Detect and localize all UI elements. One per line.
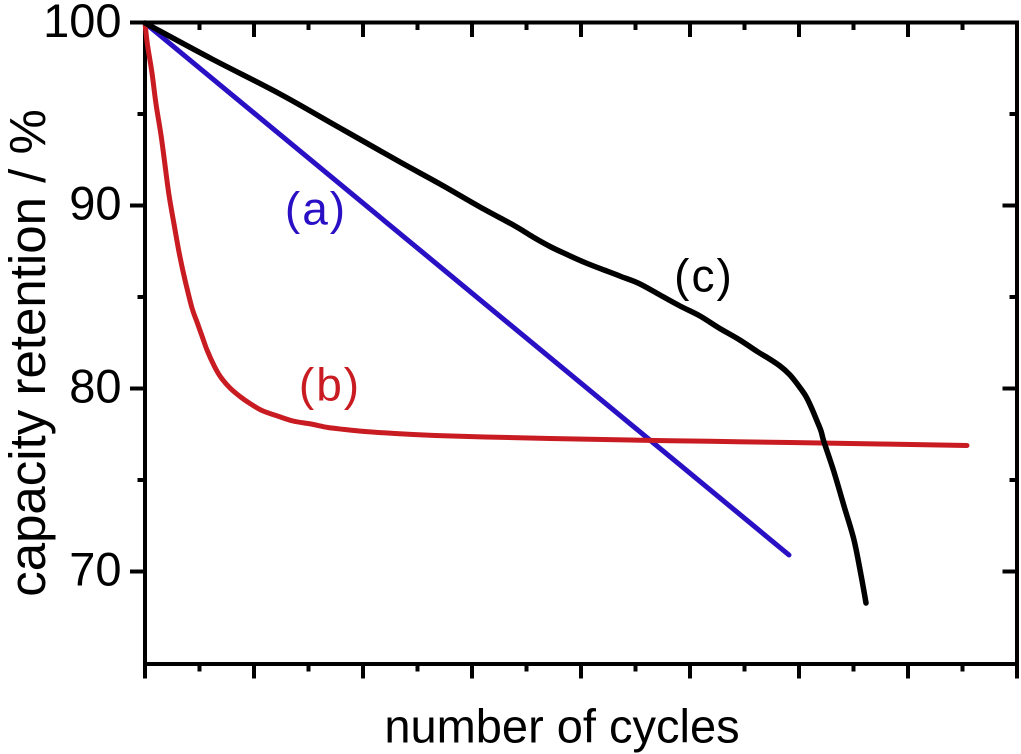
svg-text:70: 70 <box>69 543 121 596</box>
svg-text:80: 80 <box>69 360 121 413</box>
svg-text:90: 90 <box>69 177 121 230</box>
svg-text:(a): (a) <box>285 183 347 235</box>
svg-text:(c): (c) <box>674 250 734 302</box>
svg-text:(b): (b) <box>299 359 361 411</box>
svg-text:100: 100 <box>43 0 121 47</box>
svg-text:capacity retention / %: capacity retention / % <box>0 109 56 597</box>
svg-text:number of cycles: number of cycles <box>384 700 739 753</box>
